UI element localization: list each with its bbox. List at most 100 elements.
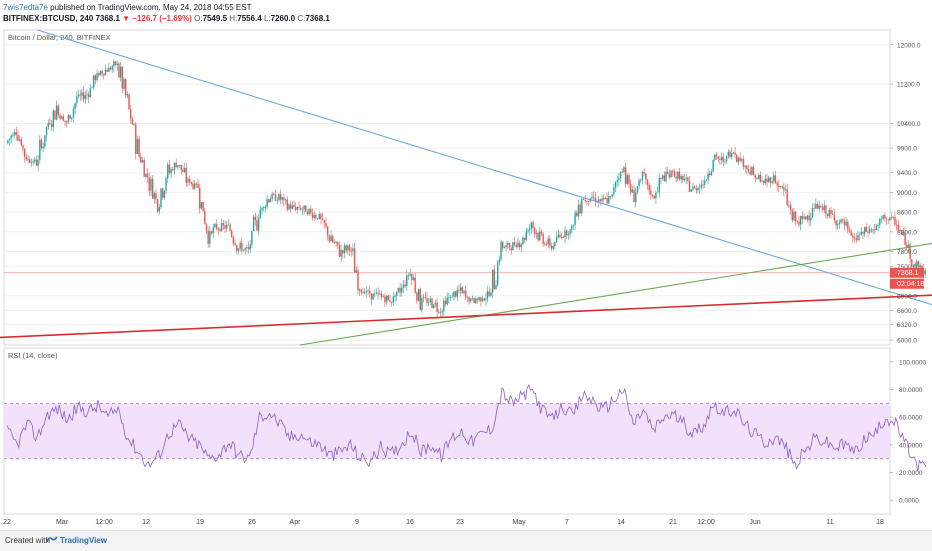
candle-body <box>747 168 750 172</box>
candle-body <box>496 262 499 286</box>
candle-body <box>523 237 526 241</box>
author-link[interactable]: 7wis7edta7e <box>3 3 48 12</box>
candle-body <box>281 197 283 200</box>
candle-body <box>855 238 857 241</box>
candle-body <box>360 289 363 293</box>
candle-body <box>705 179 708 181</box>
x-tick-label: 19 <box>196 519 204 526</box>
candle-body <box>557 234 559 238</box>
candle-body <box>399 288 401 293</box>
candle-body <box>591 196 593 199</box>
candle-body <box>478 297 480 301</box>
rsi-tick-label: 60.0000 <box>899 415 923 422</box>
x-tick-label: 23 <box>456 519 464 526</box>
candle-body <box>805 216 807 220</box>
candle-body <box>325 223 327 227</box>
candle-body <box>247 247 250 250</box>
candle-body <box>672 170 674 172</box>
candle-body <box>126 94 129 96</box>
tradingview-logo-icon <box>46 536 58 543</box>
candle-body <box>449 297 452 298</box>
candle-body <box>375 292 378 294</box>
candle-body <box>266 199 268 208</box>
candle-body <box>919 265 921 268</box>
candle-body <box>924 270 926 275</box>
candle-body <box>909 244 911 260</box>
candle-body <box>64 120 66 122</box>
tradingview-link[interactable]: TradingView <box>60 536 107 545</box>
candle-body <box>567 234 570 236</box>
candle-body <box>178 164 181 166</box>
y-tick-label: 7800.0 <box>897 249 917 256</box>
candle-body <box>61 116 63 119</box>
candle-body <box>860 231 862 235</box>
candle-body <box>377 292 379 294</box>
candle-body <box>22 145 24 149</box>
candle-body <box>177 165 179 168</box>
candle-body <box>628 175 630 185</box>
candle-body <box>316 218 319 219</box>
candle-body <box>249 244 251 250</box>
candle-body <box>869 229 871 233</box>
candle-body <box>505 245 507 248</box>
candle-body <box>422 297 425 299</box>
x-tick-label: 22 <box>3 519 11 526</box>
candle-body <box>730 153 733 157</box>
candle-body <box>261 207 263 210</box>
trendlines <box>0 29 932 346</box>
candle-body <box>663 175 666 181</box>
candle-body <box>624 167 627 184</box>
candle-body <box>803 216 805 219</box>
candle-body <box>776 182 778 186</box>
candle-body <box>618 178 620 181</box>
open-label: O: <box>194 14 203 23</box>
candle-body <box>872 229 874 231</box>
candle-body <box>560 236 563 238</box>
y-tick-label: 6000.0 <box>897 338 917 345</box>
candle-body <box>717 156 719 159</box>
candle-body <box>330 235 332 242</box>
candle-body <box>421 297 423 310</box>
price-axis[interactable]: 12000.0 11200.0 10400.0 9900.0 9400.0 9000.0 8… <box>890 42 921 345</box>
candle-body <box>288 204 290 210</box>
candle-body <box>631 189 634 193</box>
candle-body <box>20 139 23 146</box>
candle-body <box>889 217 891 221</box>
candle-body <box>675 176 677 179</box>
candle-body <box>465 290 467 298</box>
candle-body <box>830 210 832 214</box>
candle-body <box>44 135 46 147</box>
time-axis[interactable]: 22 Mar 12:00 12 19 26 Apr 9 16 23 May 7 14 21 12:00 Jun… <box>3 519 884 526</box>
candle-body <box>488 291 490 296</box>
candle-body <box>348 245 351 251</box>
candle-body <box>141 160 144 163</box>
candle-body <box>49 122 51 124</box>
candle-body <box>138 138 140 157</box>
candle-body <box>188 178 191 183</box>
candle-body <box>609 196 612 198</box>
candle-body <box>688 180 691 192</box>
candle-body <box>756 178 758 179</box>
rsi-axis[interactable]: 100.0000 80.0000 60.0000 40.0000 20.0000 0.00… <box>890 359 926 505</box>
candle-body <box>544 243 546 245</box>
candle-body <box>842 219 844 221</box>
candle-body <box>564 230 566 238</box>
candle-body <box>200 202 203 209</box>
candle-body <box>619 171 622 179</box>
candle-body <box>332 235 334 243</box>
candle-body <box>136 138 139 154</box>
candle-body <box>577 204 580 217</box>
candle-body <box>62 116 65 121</box>
chart-canvas[interactable]: Bitcoin / Dollar, 240, BITFINEX RSI (14,… <box>0 0 932 530</box>
candle-body <box>906 244 908 248</box>
candle-body <box>709 173 711 175</box>
candle-body <box>190 182 193 184</box>
candle-body <box>118 63 120 78</box>
candle-body <box>13 132 16 136</box>
candle-body <box>769 177 772 183</box>
candle-body <box>764 178 767 184</box>
candle-body <box>222 223 225 226</box>
candle-body <box>833 214 836 221</box>
candle-body <box>372 293 374 300</box>
candle-body <box>67 115 70 123</box>
